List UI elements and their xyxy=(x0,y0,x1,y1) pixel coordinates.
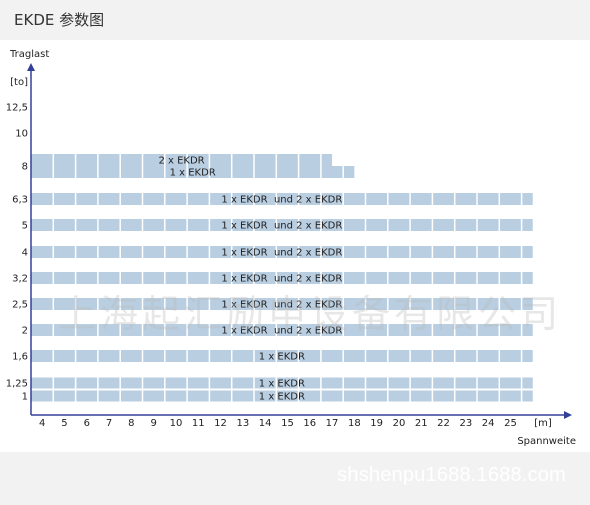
x-axis-unit: [m] xyxy=(534,418,552,429)
x-tick-label: 17 xyxy=(326,418,339,429)
x-tick-label: 22 xyxy=(437,418,450,429)
x-tick-label: 5 xyxy=(61,418,67,429)
bar xyxy=(31,219,533,231)
y-tick-label: 10 xyxy=(15,129,28,140)
bar-label: 1 x EKDR xyxy=(259,392,305,403)
bar xyxy=(31,298,533,310)
footer: shshenpu1688.1688.com xyxy=(0,452,590,505)
y-tick-label: 5 xyxy=(22,221,28,232)
y-tick-label: 1 xyxy=(22,392,28,403)
bar xyxy=(31,377,533,389)
y-tick-label: 8 xyxy=(22,162,28,173)
x-tick-label: 19 xyxy=(370,418,383,429)
bar-label: 1 x EKDR und 2 x EKDR xyxy=(221,248,342,259)
bar xyxy=(31,154,333,166)
y-tick-label: 1,25 xyxy=(6,379,28,390)
bar xyxy=(31,246,533,258)
bar-label: 1 x EKDR und 2 x EKDR xyxy=(221,195,342,206)
x-tick-label: 24 xyxy=(482,418,495,429)
x-axis-title: Spannweite xyxy=(517,436,576,447)
bar xyxy=(31,390,533,402)
x-tick-label: 9 xyxy=(150,418,156,429)
y-tick-label: 6,3 xyxy=(12,195,28,206)
x-tick-label: 4 xyxy=(39,418,45,429)
x-tick-label: 15 xyxy=(281,418,294,429)
y-axis-unit: [to] xyxy=(10,77,28,88)
y-tick-label: 3,2 xyxy=(12,274,28,285)
bar-label: 1 x EKDR xyxy=(170,168,216,179)
x-tick-label: 12 xyxy=(214,418,227,429)
x-tick-label: 25 xyxy=(504,418,517,429)
page-title: EKDE 参数图 xyxy=(14,11,105,29)
bar-label: 2 x EKDR xyxy=(158,156,204,167)
bar-label: 1 x EKDR und 2 x EKDR xyxy=(221,274,342,285)
header: EKDE 参数图 xyxy=(0,0,590,40)
y-tick-label: 2,5 xyxy=(12,300,28,311)
bar-label: 1 x EKDR und 2 x EKDR xyxy=(221,300,342,311)
x-tick-label: 10 xyxy=(170,418,183,429)
y-tick-label: 2 xyxy=(22,326,28,337)
y-tick-label: 4 xyxy=(22,248,28,259)
x-tick-label: 14 xyxy=(259,418,272,429)
y-tick-label: 12,5 xyxy=(6,103,28,114)
x-tick-label: 20 xyxy=(393,418,406,429)
footer-url: shshenpu1688.1688.com xyxy=(337,464,566,486)
watermark: 上海起汇励申设备有限公司 xyxy=(58,292,563,336)
bar xyxy=(31,166,355,178)
x-tick-label: 18 xyxy=(348,418,361,429)
x-axis-arrow xyxy=(564,411,572,419)
x-tick-label: 11 xyxy=(192,418,205,429)
x-tick-label: 21 xyxy=(415,418,428,429)
x-tick-label: 13 xyxy=(236,418,249,429)
bar xyxy=(31,350,533,362)
x-tick-label: 23 xyxy=(459,418,472,429)
y-tick-label: 1,6 xyxy=(12,352,28,363)
y-axis-arrow xyxy=(27,63,35,71)
x-tick-label: 7 xyxy=(106,418,112,429)
bar-label: 1 x EKDR und 2 x EKDR xyxy=(221,221,342,232)
bar-label: 1 x EKDR xyxy=(259,352,305,363)
bar-label: 1 x EKDR xyxy=(259,379,305,390)
bar xyxy=(31,193,533,205)
bar xyxy=(31,272,533,284)
bar-label: 1 x EKDR und 2 x EKDR xyxy=(221,326,342,337)
x-tick-label: 6 xyxy=(84,418,90,429)
bar xyxy=(31,324,533,336)
x-tick-label: 8 xyxy=(128,418,134,429)
x-tick-label: 16 xyxy=(303,418,316,429)
y-axis-title: Traglast xyxy=(9,49,49,60)
chart-panel: 2 x EKDR 1 x EKDR 1 x EKDR und 2 x EKDR 1 x… xyxy=(0,40,590,452)
